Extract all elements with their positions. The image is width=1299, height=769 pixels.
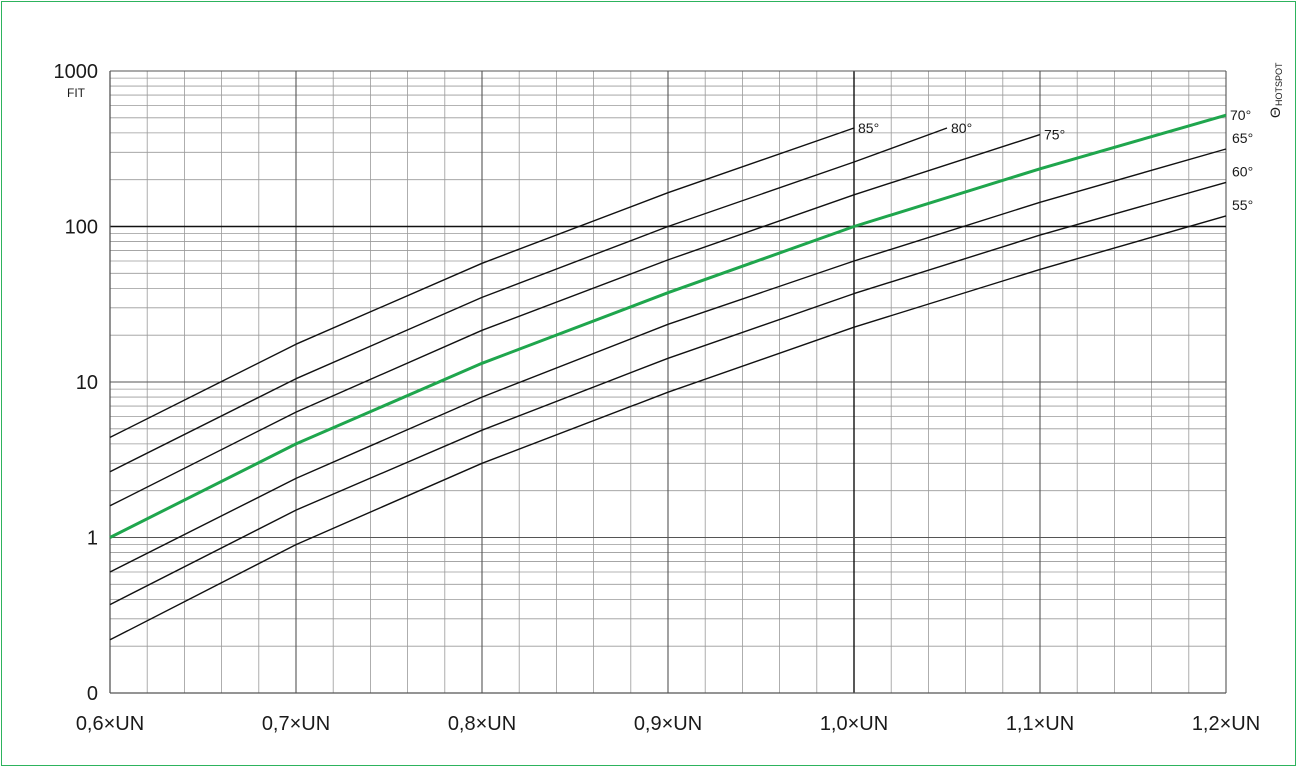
series-line-60: [109, 181, 1227, 606]
series-label-60: 60°: [1232, 163, 1253, 179]
y-unit-label: FIT: [67, 86, 86, 100]
x-tick-label: 1,1×UN: [1006, 713, 1074, 735]
y-tick-label: 100: [65, 217, 98, 239]
series-line-55: [109, 215, 1227, 641]
legend-title: Θ HOTSPOT: [1267, 62, 1284, 118]
series-line-75: [109, 133, 1041, 507]
y-tick-label: 10: [76, 372, 98, 394]
y-tick-label: 1: [87, 528, 98, 550]
x-tick-label: 0,6×UN: [76, 713, 144, 735]
series-label-80: 80°: [951, 120, 972, 136]
series-label-65: 65°: [1232, 130, 1253, 146]
y-tick-label: 1000: [54, 61, 99, 83]
series-label-75: 75°: [1044, 127, 1065, 143]
series-line-80: [109, 127, 948, 473]
legend-title-sub: HOTSPOT: [1274, 62, 1284, 106]
y-tick-label: 0: [87, 683, 98, 705]
x-tick-label: 1,2×UN: [1192, 713, 1260, 735]
series-line-70: [109, 113, 1227, 539]
x-tick-label: 0,9×UN: [634, 713, 702, 735]
legend-title-main: Θ: [1267, 107, 1283, 118]
series-label-85: 85°: [858, 120, 879, 136]
x-tick-label: 0,8×UN: [448, 713, 516, 735]
x-tick-label: 1,0×UN: [820, 713, 888, 735]
series-lines: [109, 113, 1227, 641]
series-labels: 85° 80° 75° 70° 65° 60° 55°: [858, 107, 1253, 213]
series-label-70: 70°: [1230, 107, 1251, 123]
tick-labels: 0,6×UN 0,7×UN 0,8×UN 0,9×UN 1,0×UN 1,1×UN 1,2×…: [54, 61, 1261, 735]
series-label-55: 55°: [1232, 197, 1253, 213]
grid: [109, 70, 1227, 694]
series-line-85: [109, 127, 855, 439]
x-tick-label: 0,7×UN: [262, 713, 330, 735]
series-line-65: [109, 148, 1227, 573]
